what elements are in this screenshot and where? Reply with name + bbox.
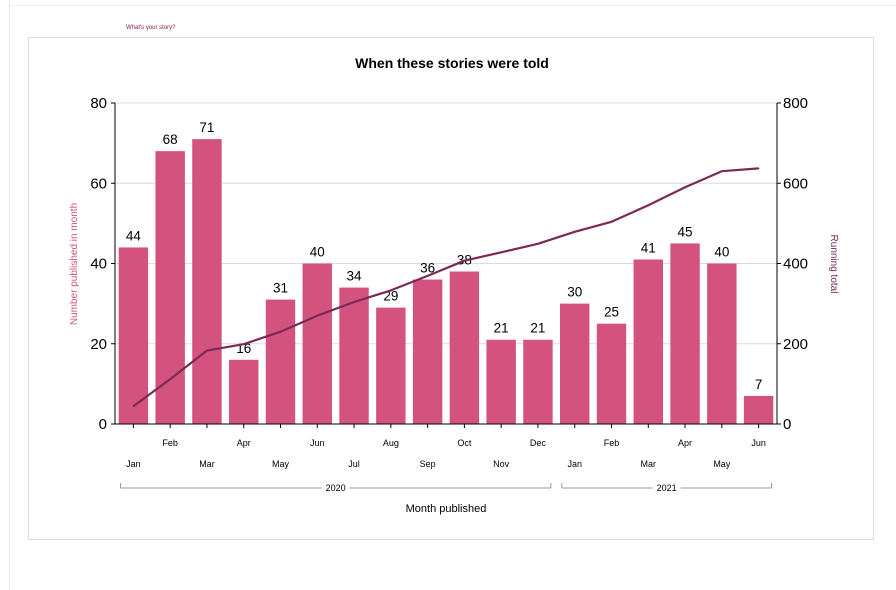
running-total-point-7 [390,289,392,292]
bar-2 [192,139,222,425]
right-y-tick-label-600: 600 [783,175,808,192]
bar-value-label-17: 7 [755,377,763,392]
running-total-point-0 [132,405,135,408]
x-tick-label-4: May [272,459,290,469]
bar-value-label-6: 34 [347,269,363,284]
running-total-point-6 [353,301,355,303]
running-total-point-15 [684,186,686,189]
x-tick-label-6: Jul [348,459,360,469]
bar-value-label-10: 21 [494,321,509,336]
bar-value-label-4: 31 [273,281,288,296]
x-tick-label-12: Jan [567,459,582,469]
x-tick-label-8: Sep [420,459,436,469]
bar-12 [560,303,590,424]
running-total-point-14 [647,204,650,207]
year-label-0: 2020 [326,483,346,493]
x-tick-label-3: Apr [237,438,251,448]
bar-9 [449,271,480,424]
running-total-layer [132,167,760,408]
bar-value-label-11: 21 [530,321,545,336]
bar-value-label-14: 41 [641,240,656,255]
x-tick-label-13: Feb [604,438,620,448]
running-total-point-16 [721,170,723,173]
year-groups: 2020 2021 [120,483,772,493]
left-y-tick-label-20: 20 [90,336,107,353]
x-tick-label-16: May [713,459,731,469]
running-total-point-12 [573,231,576,233]
running-total-point-5 [316,314,319,317]
bar-6 [339,287,369,424]
running-total-point-4 [279,330,282,333]
x-tick-label-0: Jan [126,459,141,469]
chart-title: When these stories were told [355,55,549,71]
bar-value-label-0: 44 [126,228,142,243]
x-tick-label-9: Oct [457,438,472,448]
bar-13 [596,323,627,424]
bar-17 [743,395,774,424]
running-total-point-17 [757,167,760,170]
running-total-point-3 [242,343,245,345]
whats-your-story-link[interactable]: What's your story? [126,25,176,31]
x-tick-label-15: Apr [678,438,692,448]
bar-7 [376,307,406,424]
left-y-tick-label-40: 40 [90,256,107,273]
left-y-axis-title: Number published in month [69,203,80,325]
bars [118,139,774,425]
bar-value-label-13: 25 [604,305,619,320]
bar-10 [486,339,516,424]
running-total-point-2 [206,349,208,352]
gridlines [115,102,777,345]
axes [111,102,781,428]
page-top-rule [9,5,896,6]
left-y-tick-label-80: 80 [90,95,107,112]
bar-11 [523,339,553,424]
running-total-point-9 [463,259,466,262]
bar-3 [229,359,259,424]
right-y-axis-title: Running total [828,235,839,294]
x-tick-label-10: Nov [493,459,510,469]
running-total-point-1 [169,378,171,380]
bar-value-label-2: 71 [199,120,214,135]
left-y-tick-label-60: 60 [90,175,107,192]
x-tick-label-7: Aug [383,438,399,448]
bar-value-label-5: 40 [310,245,325,260]
bar-16 [707,263,737,424]
bar-value-label-8: 36 [420,261,435,276]
bar-15 [670,243,700,424]
year-label-1: 2021 [657,483,677,493]
x-tick-label-11: Dec [530,438,547,448]
right-y-tick-labels: 0 200 400 600 800 [783,95,808,433]
bar-value-label-1: 68 [163,132,178,147]
left-y-tick-label-0: 0 [99,416,107,433]
running-total-point-13 [610,220,613,223]
x-tick-label-14: Mar [641,459,657,469]
bar-8 [412,279,443,424]
running-total-point-8 [426,275,429,277]
running-total-point-10 [500,251,502,254]
right-y-tick-label-800: 800 [783,95,808,112]
running-total-line [132,167,759,408]
bar-5 [302,263,332,424]
right-y-tick-label-200: 200 [783,336,808,353]
bar-value-label-16: 40 [714,245,729,260]
bar-value-label-12: 30 [567,285,582,300]
running-total-point-11 [537,243,539,245]
x-tick-labels: Jan Feb Mar Apr May Jun Jul Aug Sep Oct Nov Dec Jan F… [126,438,766,469]
right-y-tick-label-400: 400 [783,256,808,273]
bar-0 [118,247,149,424]
x-tick-label-1: Feb [162,438,178,448]
right-y-tick-label-0: 0 [783,416,791,433]
bar-value-label-15: 45 [678,224,693,239]
bar-4 [265,299,296,424]
x-tick-label-5: Jun [310,438,325,448]
left-y-tick-labels: 0 20 40 60 80 [90,95,107,433]
x-tick-label-17: Jun [751,438,766,448]
bar-14 [633,259,663,424]
x-tick-label-2: Mar [199,459,215,469]
bar-1 [155,151,185,424]
x-axis-title: Month published [406,503,487,515]
page-left-rule [9,0,10,590]
